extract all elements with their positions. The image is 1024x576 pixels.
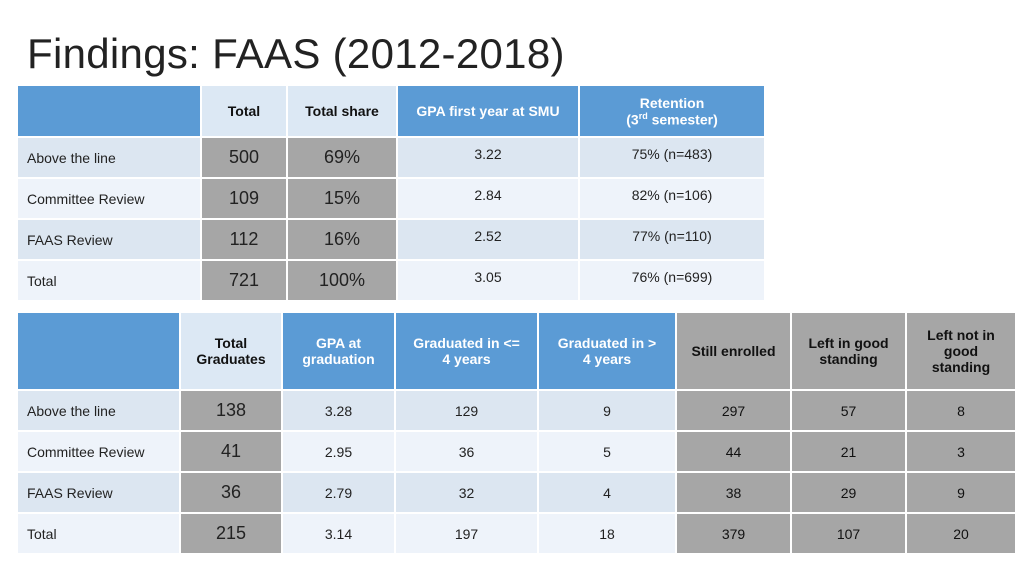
cell-gpa-graduation: 2.95	[283, 432, 396, 473]
slide-title: Findings: FAAS (2012-2018)	[27, 30, 565, 77]
table-row: Above the line 500 69% 3.22 75% (n=483)	[18, 138, 766, 179]
cell-retention: 77% (n=110)	[580, 220, 766, 261]
cell-share: 100%	[288, 261, 398, 302]
table2-header-row: Total Graduates GPA at graduation Graduate…	[18, 313, 1017, 391]
cell-total: 721	[202, 261, 288, 302]
cell-graduated-gt4: 5	[539, 432, 677, 473]
row-label: Above the line	[18, 391, 181, 432]
header-left-good-standing: Left in good standing	[792, 313, 907, 391]
cell-left-not-good: 20	[907, 514, 1017, 555]
cell-still-enrolled: 44	[677, 432, 792, 473]
cell-graduated-le4: 129	[396, 391, 539, 432]
cell-gpa-graduation: 3.28	[283, 391, 396, 432]
header-left-not-good-standing: Left not in good standing	[907, 313, 1017, 391]
table1-header-row: Total Total share GPA first year at SMU …	[18, 86, 766, 138]
cell-retention: 82% (n=106)	[580, 179, 766, 220]
table-row: Committee Review 41 2.95 36 5 44 21 3	[18, 432, 1017, 473]
table1-corner-header	[18, 86, 202, 138]
table-row: Above the line 138 3.28 129 9 297 57 8	[18, 391, 1017, 432]
row-label: Committee Review	[18, 432, 181, 473]
cell-total: 500	[202, 138, 288, 179]
cell-left-good: 57	[792, 391, 907, 432]
cell-graduated-le4: 36	[396, 432, 539, 473]
table-row: Total 721 100% 3.05 76% (n=699)	[18, 261, 766, 302]
cell-gpa-graduation: 2.79	[283, 473, 396, 514]
cell-retention: 75% (n=483)	[580, 138, 766, 179]
table-row: Committee Review 109 15% 2.84 82% (n=106…	[18, 179, 766, 220]
table2-corner-header	[18, 313, 181, 391]
cell-total-graduates: 215	[181, 514, 283, 555]
cell-still-enrolled: 379	[677, 514, 792, 555]
cell-graduated-gt4: 9	[539, 391, 677, 432]
row-label: Above the line	[18, 138, 202, 179]
row-label: Committee Review	[18, 179, 202, 220]
table-row: FAAS Review 36 2.79 32 4 38 29 9	[18, 473, 1017, 514]
cell-gpa: 3.05	[398, 261, 580, 302]
cell-graduated-gt4: 18	[539, 514, 677, 555]
cell-gpa: 2.84	[398, 179, 580, 220]
cell-graduated-le4: 197	[396, 514, 539, 555]
header-graduated-gt4: Graduated in >4 years	[539, 313, 677, 391]
cell-share: 16%	[288, 220, 398, 261]
cell-total-graduates: 36	[181, 473, 283, 514]
retention-line1: Retention	[639, 94, 705, 111]
cell-share: 15%	[288, 179, 398, 220]
header-total: Total	[202, 86, 288, 138]
table-row: FAAS Review 112 16% 2.52 77% (n=110)	[18, 220, 766, 261]
header-still-enrolled: Still enrolled	[677, 313, 792, 391]
cell-left-good: 107	[792, 514, 907, 555]
header-gpa-first-year: GPA first year at SMU	[398, 86, 580, 138]
cell-total: 109	[202, 179, 288, 220]
cell-still-enrolled: 38	[677, 473, 792, 514]
header-gpa-graduation: GPA at graduation	[283, 313, 396, 391]
row-label: FAAS Review	[18, 473, 181, 514]
cell-left-not-good: 9	[907, 473, 1017, 514]
header-retention: Retention (3rd semester)	[580, 86, 766, 138]
cell-gpa: 3.22	[398, 138, 580, 179]
cell-share: 69%	[288, 138, 398, 179]
row-label: FAAS Review	[18, 220, 202, 261]
cell-left-good: 21	[792, 432, 907, 473]
retention-line2: (3rd semester)	[626, 110, 718, 128]
header-graduated-le4: Graduated in <= 4 years	[396, 313, 539, 391]
cell-graduated-le4: 32	[396, 473, 539, 514]
cell-still-enrolled: 297	[677, 391, 792, 432]
cell-total-graduates: 138	[181, 391, 283, 432]
cell-left-good: 29	[792, 473, 907, 514]
cell-gpa-graduation: 3.14	[283, 514, 396, 555]
cell-total-graduates: 41	[181, 432, 283, 473]
faas-graduation-table: Total Graduates GPA at graduation Graduate…	[18, 313, 1017, 555]
cell-gpa: 2.52	[398, 220, 580, 261]
header-total-share: Total share	[288, 86, 398, 138]
cell-left-not-good: 8	[907, 391, 1017, 432]
cell-left-not-good: 3	[907, 432, 1017, 473]
cell-retention: 76% (n=699)	[580, 261, 766, 302]
cell-total: 112	[202, 220, 288, 261]
row-label: Total	[18, 514, 181, 555]
faas-summary-table: Total Total share GPA first year at SMU …	[18, 86, 766, 302]
cell-graduated-gt4: 4	[539, 473, 677, 514]
row-label: Total	[18, 261, 202, 302]
header-total-graduates: Total Graduates	[181, 313, 283, 391]
table-row: Total 215 3.14 197 18 379 107 20	[18, 514, 1017, 555]
